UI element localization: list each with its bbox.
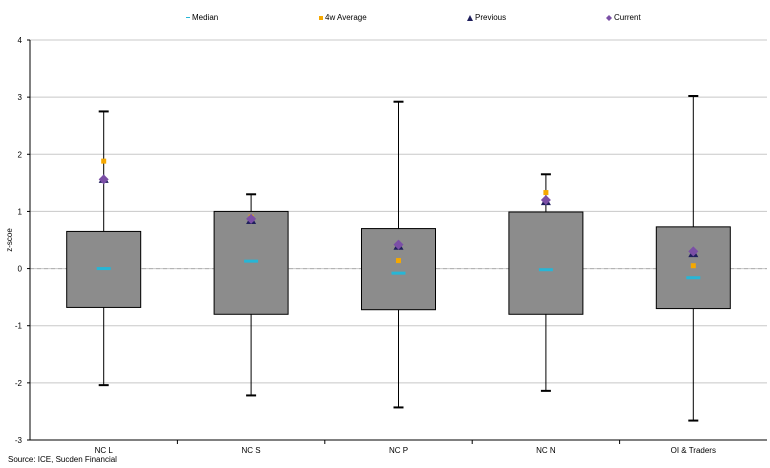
chart-legend: Median 4w Average Previous Current <box>0 13 770 27</box>
x-tick-label: NC N <box>536 446 556 455</box>
legend-label-4w-average: 4w Average <box>325 13 367 22</box>
y-tick-label: -3 <box>15 436 23 445</box>
iqr-box <box>213 210 289 315</box>
current-legend-marker <box>606 14 612 21</box>
legend-label-median: Median <box>192 13 219 22</box>
current-marker <box>540 195 551 205</box>
x-tick-label: OI & Traders <box>671 446 716 455</box>
avg4w-legend-marker <box>319 15 323 20</box>
legend-label-previous: Previous <box>475 13 507 22</box>
y-tick-label: 2 <box>18 150 23 159</box>
y-tick-label: -2 <box>15 379 23 388</box>
x-tick-label: NC P <box>389 446 408 455</box>
legend-item-4w-average: 4w Average <box>319 13 367 22</box>
y-axis-label: z-scoe <box>5 228 14 252</box>
previous-legend-marker <box>467 14 473 21</box>
x-tick-label: NC S <box>242 446 261 455</box>
source-note: Source: ICE, Sucden Financial <box>8 455 117 464</box>
y-tick-label: 0 <box>18 265 23 274</box>
legend-label-current: Current <box>614 13 641 22</box>
avg4w-marker <box>543 190 549 196</box>
current-marker <box>246 213 257 224</box>
legend-item-median: Median <box>186 13 218 22</box>
x-tick-label: NC L <box>95 446 114 455</box>
current-marker <box>393 239 404 250</box>
iqr-box <box>508 211 584 315</box>
y-tick-label: 1 <box>18 207 23 216</box>
median-legend-marker <box>186 17 190 18</box>
legend-item-current: Current <box>606 13 641 22</box>
avg4w-marker <box>396 258 401 264</box>
current-marker <box>98 174 109 185</box>
y-tick-label: 4 <box>18 36 23 45</box>
avg4w-marker <box>690 263 696 269</box>
avg4w-marker <box>101 158 107 164</box>
current-marker <box>688 246 699 257</box>
y-tick-label: 3 <box>18 93 23 102</box>
legend-item-previous: Previous <box>467 13 506 22</box>
y-tick-label: -1 <box>15 322 23 331</box>
